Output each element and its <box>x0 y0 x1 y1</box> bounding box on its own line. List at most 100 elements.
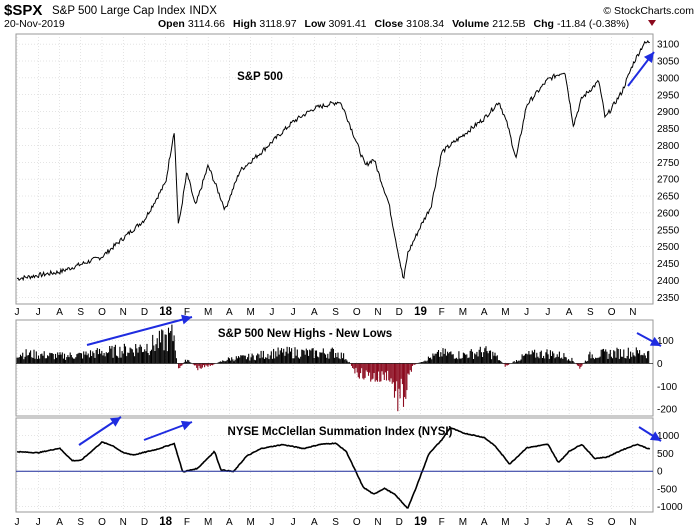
grid-lines <box>16 34 653 512</box>
triangle-down-icon <box>648 20 656 26</box>
x-tick-label: A <box>566 307 573 318</box>
symbol: $SPX <box>4 2 42 19</box>
nysi-title: NYSE McClellan Summation Index (NYSI) <box>228 426 453 438</box>
x-tick-label: M <box>459 517 467 528</box>
x-tick-label: F <box>184 307 190 318</box>
x-tick-label: M <box>501 307 509 318</box>
x-tick-label: J <box>524 517 529 528</box>
arrow-head <box>181 314 192 325</box>
highs-lows-title: S&P 500 New Highs - New Lows <box>218 328 392 340</box>
y-tick-label: 0 <box>657 467 663 478</box>
x-tick-label: A <box>226 307 233 318</box>
x-tick-label: J <box>36 517 41 528</box>
x-tick-label: N <box>120 517 127 528</box>
x-tick-label: D <box>141 517 148 528</box>
y-tick-label: 1000 <box>657 431 680 442</box>
price-panel-title: S&P 500 <box>237 71 283 83</box>
nysi-frame <box>15 417 654 513</box>
x-tick-label: J <box>291 517 296 528</box>
x-tick-label: A <box>481 517 488 528</box>
stat-value-volume: 212.5B <box>492 18 525 30</box>
stat-label-low: Low <box>305 18 327 30</box>
y-tick-label: 2450 <box>657 259 680 270</box>
security-name-text: S&P 500 Large Cap Index <box>52 5 186 17</box>
y-tick-label: 2950 <box>657 90 680 101</box>
x-tick-label: J <box>269 517 274 528</box>
arrow-head <box>649 336 661 346</box>
x-tick-label: S <box>332 307 339 318</box>
x-tick-label: A <box>566 517 573 528</box>
y-tick-label: 2900 <box>657 107 680 118</box>
x-tick-label: J <box>291 307 296 318</box>
x-tick-label: J <box>15 517 20 528</box>
x-tick-label: M <box>246 517 254 528</box>
x-tick-label: S <box>332 517 339 528</box>
quote-stats: Open 3114.66 High 3118.97 Low 3091.41 Close 310… <box>158 18 629 30</box>
security-name: S&P 500 Large Cap Index INDX <box>52 5 217 17</box>
x-tick-label: F <box>439 517 445 528</box>
axis-labels: 2350 2400 2450 2500 2550 2600 2650 2700 2750 2800… <box>15 40 683 528</box>
x-tick-label: O <box>608 517 616 528</box>
x-tick-label: 18 <box>159 306 172 318</box>
y-tick-label: -100 <box>657 382 677 393</box>
x-tick-label: O <box>353 307 361 318</box>
stat-value-open: 3114.66 <box>188 18 225 30</box>
stat-value-low: 3091.41 <box>329 18 367 30</box>
exchange: INDX <box>189 5 217 17</box>
x-tick-label: O <box>353 517 361 528</box>
stat-value-high: 3118.97 <box>259 18 296 30</box>
x-tick-label: S <box>587 517 594 528</box>
x-tick-label: M <box>459 307 467 318</box>
nysi-panel <box>16 427 653 509</box>
panel-frames <box>15 33 654 513</box>
x-tick-label: N <box>629 307 636 318</box>
x-tick-label: N <box>374 307 381 318</box>
x-tick-label: A <box>56 517 63 528</box>
stat-label-volume: Volume <box>452 18 489 30</box>
x-tick-label: N <box>120 307 127 318</box>
x-tick-label: O <box>98 517 106 528</box>
y-tick-label: 2500 <box>657 242 680 253</box>
x-tick-label: J <box>524 307 529 318</box>
arrow-head <box>180 420 192 431</box>
x-tick-label: O <box>98 307 106 318</box>
y-tick-label: -200 <box>657 405 677 416</box>
x-tick-label: 19 <box>414 516 427 528</box>
chart-header: $SPX S&P 500 Large Cap Index INDX © Stock… <box>4 2 694 30</box>
x-tick-label: N <box>629 517 636 528</box>
y-tick-label: 2350 <box>657 293 680 304</box>
x-tick-label: D <box>396 307 403 318</box>
x-tick-label: A <box>311 307 318 318</box>
arrow-head <box>649 431 661 441</box>
stat-label-high: High <box>233 18 256 30</box>
x-tick-label: S <box>587 307 594 318</box>
x-tick-label: 18 <box>159 516 172 528</box>
x-tick-label: J <box>15 307 20 318</box>
x-tick-label: M <box>501 517 509 528</box>
quote-date: 20-Nov-2019 <box>4 18 65 30</box>
x-tick-label: S <box>77 517 84 528</box>
y-tick-label: 500 <box>657 449 674 460</box>
x-tick-label: M <box>204 307 212 318</box>
x-tick-label: M <box>204 517 212 528</box>
trend-arrow <box>86 316 193 346</box>
x-tick-label: D <box>141 307 148 318</box>
x-tick-label: J <box>269 307 274 318</box>
stat-value-close: 3108.34 <box>406 18 444 30</box>
arrow-head <box>643 52 654 63</box>
price-series-line <box>16 40 650 282</box>
x-tick-label: A <box>481 307 488 318</box>
x-tick-label: F <box>184 517 190 528</box>
y-tick-label: 2800 <box>657 141 680 152</box>
x-tick-label: F <box>439 307 445 318</box>
y-tick-label: -1000 <box>657 502 683 513</box>
price-panel <box>16 40 650 282</box>
x-tick-label: J <box>36 307 41 318</box>
stat-label-close: Close <box>375 18 404 30</box>
x-tick-label: N <box>374 517 381 528</box>
highs-lows-frame <box>15 319 654 417</box>
price-frame <box>15 33 654 305</box>
annotation-arrows <box>78 51 662 446</box>
y-tick-label: 2550 <box>657 225 680 236</box>
